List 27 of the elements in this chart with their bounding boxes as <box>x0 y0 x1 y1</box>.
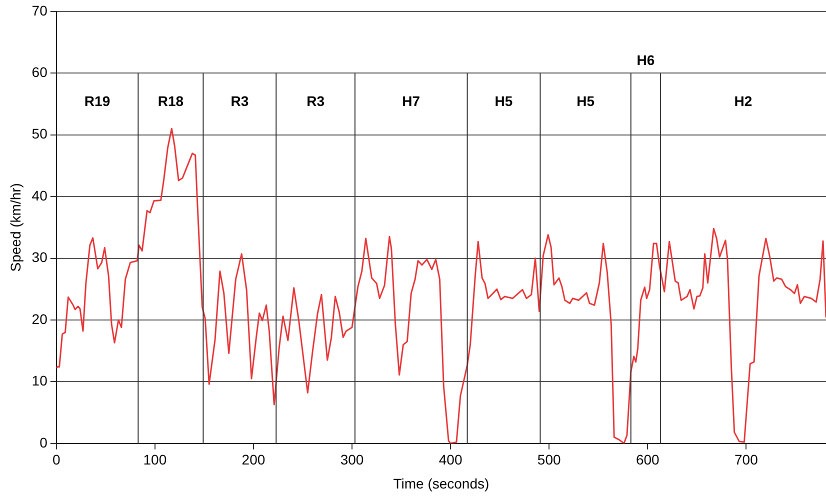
y-tick-label: 50 <box>32 126 48 142</box>
y-axis-title: Speed (km/hr) <box>7 183 24 272</box>
y-tick-label: 30 <box>32 249 48 266</box>
x-axis-title: Time (seconds) <box>393 475 490 492</box>
x-tick-label: 400 <box>438 452 462 468</box>
annotation: H5 <box>576 92 595 109</box>
annotation: H5 <box>494 92 513 109</box>
y-tick-label: 70 <box>32 2 48 18</box>
x-tick-label: 500 <box>537 452 561 468</box>
annotation: R18 <box>158 92 184 109</box>
y-tick-label: 10 <box>32 372 48 389</box>
y-tick-label: 40 <box>32 187 48 204</box>
x-tick-label: 300 <box>340 452 364 468</box>
annotation: H7 <box>402 92 420 109</box>
y-tick-label: 60 <box>32 64 48 80</box>
annotation: R19 <box>84 92 110 109</box>
y-tick-label: 20 <box>32 310 48 327</box>
x-tick-label: 600 <box>636 452 660 468</box>
x-tick-label: 0 <box>52 452 60 468</box>
annotation: R3 <box>306 92 325 109</box>
x-tick-label: 200 <box>242 452 266 468</box>
annotation: R3 <box>230 92 249 109</box>
y-tick-label: 0 <box>40 434 48 450</box>
x-tick-label: 100 <box>143 452 167 468</box>
annotation: H2 <box>734 92 752 109</box>
annotation: H6 <box>636 52 655 68</box>
x-tick-label: 700 <box>734 452 758 468</box>
